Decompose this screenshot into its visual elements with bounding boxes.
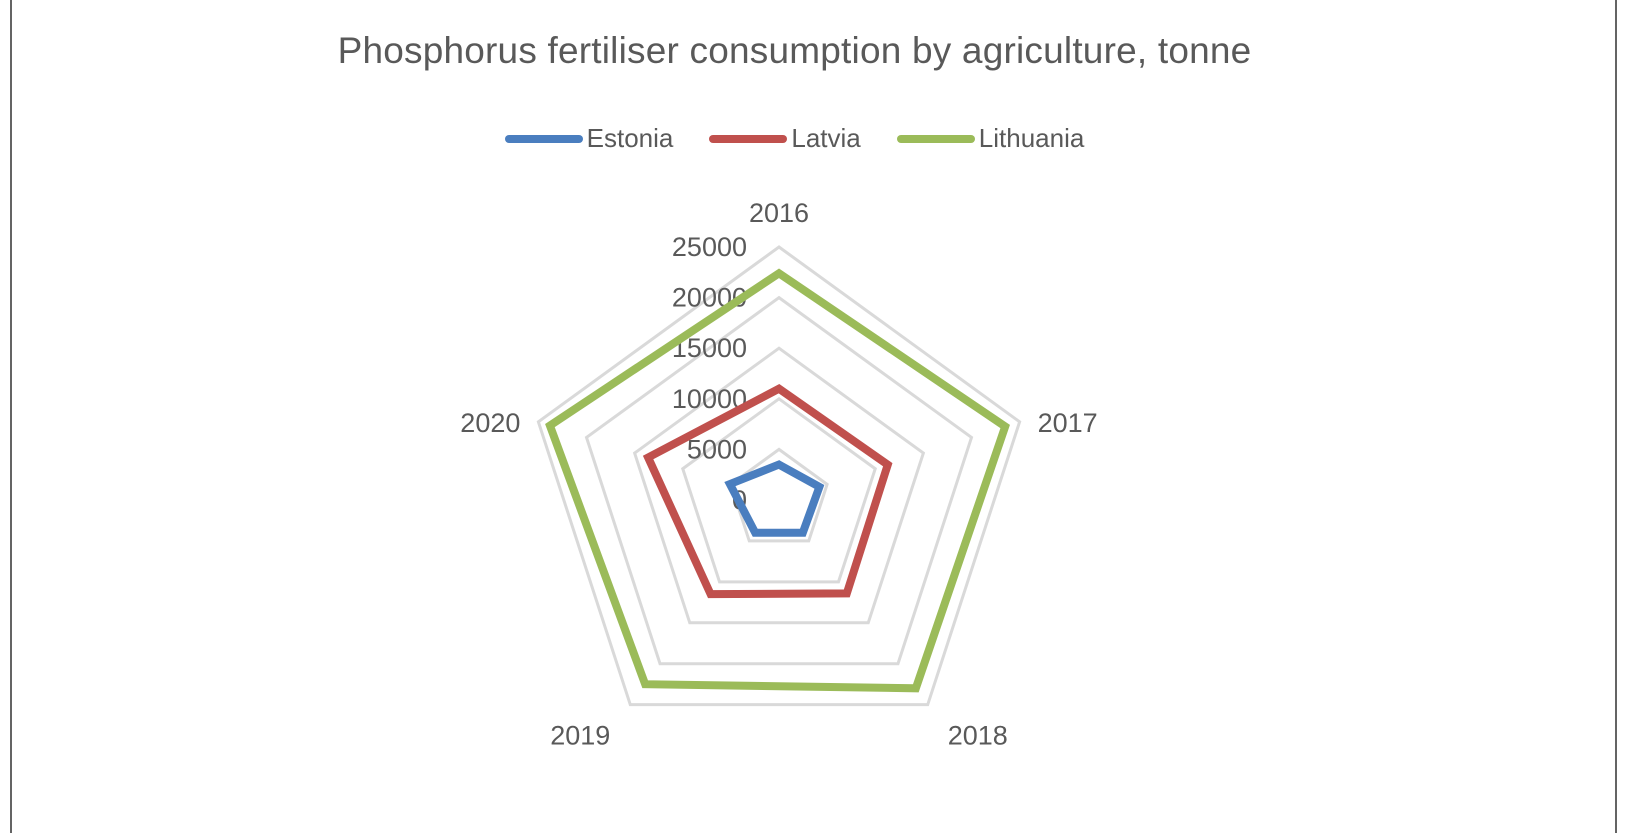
category-label-2020: 2020 <box>460 408 520 438</box>
legend-item-latvia[interactable]: Latvia <box>709 123 861 154</box>
chart-title: Phosphorus fertiliser consumption by agr… <box>337 30 1252 71</box>
category-label-2018: 2018 <box>948 721 1008 751</box>
legend-label-estonia: Estonia <box>586 123 674 153</box>
grid-ring-15000 <box>632 346 926 625</box>
category-label-2016: 2016 <box>749 198 809 228</box>
legend-swatch-estonia <box>504 134 583 143</box>
legend-swatch-lithuania <box>896 134 975 143</box>
legend-swatch-latvia <box>709 134 788 143</box>
chart-frame: Phosphorus fertiliser consumption by agr… <box>10 0 1617 833</box>
radar-series <box>545 268 1010 693</box>
category-label-2019: 2019 <box>550 721 610 751</box>
category-label-2017: 2017 <box>1038 408 1098 438</box>
category-axis-labels: 2016 2017 2018 2019 2020 <box>460 198 1097 751</box>
legend-label-latvia: Latvia <box>791 123 861 153</box>
grid-ring-25000 <box>536 245 1022 707</box>
tick-label-25000: 25000 <box>672 232 747 262</box>
radar-grid <box>536 245 1022 707</box>
grid-ring-20000 <box>584 295 974 666</box>
legend-label-lithuania: Lithuania <box>978 123 1085 153</box>
tick-label-5000: 5000 <box>687 434 747 464</box>
grid-ring-10000 <box>680 396 878 584</box>
chart-legend: Estonia Latvia Lithuania <box>12 123 1577 154</box>
series-line-estonia[interactable] <box>724 460 825 537</box>
legend-item-lithuania[interactable]: Lithuania <box>896 123 1085 154</box>
series-line-latvia[interactable] <box>642 384 893 599</box>
series-line-lithuania[interactable] <box>545 268 1010 693</box>
legend-item-estonia[interactable]: Estonia <box>504 123 674 154</box>
